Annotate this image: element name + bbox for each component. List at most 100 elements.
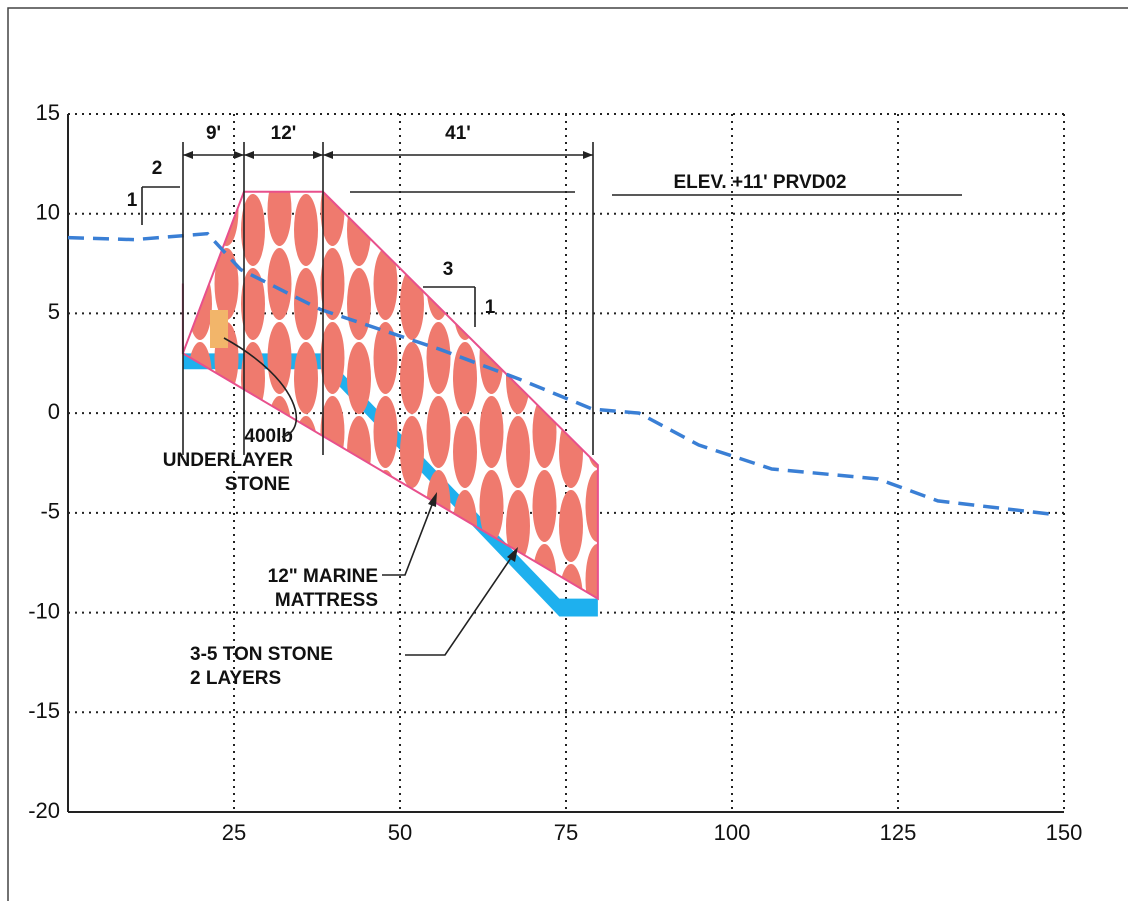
stone: [268, 766, 292, 838]
stone: [506, 194, 530, 266]
stone: [479, 191, 504, 246]
stone: [506, 860, 530, 901]
stone: [188, 786, 212, 858]
x-tick-label: 75: [554, 820, 578, 845]
x-tick-label: 25: [222, 820, 246, 845]
y-tick-label: 5: [48, 299, 60, 324]
stone: [533, 692, 557, 764]
leader: [405, 551, 516, 656]
stone: [559, 194, 583, 266]
arrow: [507, 547, 518, 562]
stone: [479, 544, 504, 599]
stone: [426, 470, 451, 542]
annotation: STONE: [225, 474, 290, 495]
stone: [188, 564, 212, 599]
annotation: 400lb: [244, 426, 293, 447]
stone: [426, 396, 451, 468]
stone: [453, 194, 477, 266]
stone: [559, 638, 583, 710]
stone: [585, 248, 598, 320]
dimension-label: 12': [271, 123, 297, 144]
stone: [532, 470, 557, 542]
stone: [241, 490, 265, 562]
stone: [479, 470, 504, 542]
stone: [214, 248, 239, 320]
plot: -20 -15 -10 -5 0 5 10 15 25 50 75 100 125 150 9' 12' 41'…: [28, 100, 1083, 901]
stone: [373, 396, 398, 468]
stone: [347, 786, 371, 858]
x-tick-label: 50: [388, 820, 412, 845]
stone: [532, 191, 557, 246]
slope-rise: 3: [443, 259, 454, 280]
x-tick-label: 100: [714, 820, 751, 845]
stone: [347, 638, 371, 710]
stone: [506, 490, 530, 562]
annotation: ELEV. +11' PRVD02: [674, 172, 847, 193]
slope-rise: 2: [152, 158, 163, 179]
stone: [347, 490, 371, 562]
annotation: UNDERLAYER: [163, 450, 293, 471]
stone: [585, 322, 598, 394]
stone: [294, 490, 318, 562]
stone: [188, 490, 212, 562]
stone: [427, 692, 451, 764]
stone: [241, 860, 265, 901]
stone: [480, 692, 504, 764]
stone: [479, 396, 504, 468]
stone: [453, 712, 477, 784]
stone: [586, 840, 610, 901]
stone: [400, 712, 424, 784]
stone: [585, 191, 598, 246]
stone: [374, 618, 398, 690]
stone: [373, 322, 398, 394]
stone: [400, 490, 424, 562]
stone: [533, 618, 557, 690]
stone: [480, 766, 504, 838]
stone: [533, 840, 557, 901]
stone: [453, 638, 477, 710]
profile-line: [67, 231, 1058, 517]
stone: [532, 322, 557, 394]
stone: [347, 342, 371, 414]
stone: [400, 268, 424, 340]
stone: [347, 268, 371, 340]
stone: [373, 248, 398, 320]
slope-run: 1: [485, 297, 496, 318]
stone: [559, 860, 583, 901]
stone: [241, 194, 265, 266]
stone: [347, 712, 371, 784]
stone: [241, 712, 265, 784]
stone: [373, 191, 398, 246]
stone: [453, 416, 477, 488]
stone: [215, 840, 239, 901]
stone: [559, 268, 583, 340]
stone: [586, 618, 610, 690]
stones: [188, 191, 610, 901]
stone: [267, 191, 292, 246]
underlayer: [210, 310, 228, 348]
x-tick-label: 125: [880, 820, 917, 845]
armor-outline: [181, 190, 599, 601]
stone: [294, 786, 318, 858]
stone: [559, 490, 583, 562]
x-tick-label: 150: [1046, 820, 1083, 845]
stone: [400, 638, 424, 710]
stone: [586, 692, 610, 764]
leader: [382, 496, 436, 576]
stone: [241, 564, 265, 599]
stone: [320, 396, 345, 468]
stone: [559, 712, 583, 784]
stone: [427, 618, 451, 690]
y-tick-label: 0: [48, 399, 60, 424]
annotation: MATTRESS: [275, 590, 378, 611]
y-tick-label: -15: [28, 698, 60, 723]
stone: [400, 860, 424, 901]
stone: [374, 692, 398, 764]
stone: [532, 396, 557, 468]
stone: [347, 860, 371, 901]
stone: [506, 638, 530, 710]
stone: [320, 322, 345, 394]
stone: [321, 766, 345, 838]
stone: [241, 268, 265, 340]
